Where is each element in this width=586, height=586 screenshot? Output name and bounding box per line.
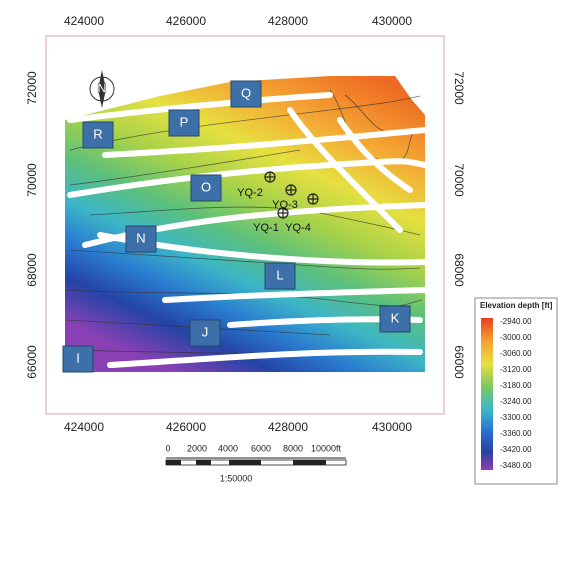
north-label: N: [97, 80, 106, 95]
well-label: YQ-2: [237, 187, 263, 199]
well-label: YQ-4: [285, 222, 311, 234]
y-tick-label: 70000: [452, 163, 466, 197]
block-box: [264, 262, 296, 290]
scale-label: 6000: [251, 443, 271, 453]
x-tick-label: 428000: [268, 14, 308, 28]
legend-label: -3420.00: [500, 445, 532, 454]
scale-ratio: 1:50000: [220, 473, 253, 483]
block-box: [82, 121, 114, 149]
block-label: J: [202, 324, 209, 339]
block-box: [190, 174, 222, 202]
block-box: [379, 305, 411, 333]
scale-label: 10000ft: [311, 443, 342, 453]
well-label: YQ-3: [272, 199, 298, 211]
legend-label: -3000.00: [500, 333, 532, 342]
block-box: [230, 80, 262, 108]
scale-bar: [165, 457, 347, 466]
scale-label: 8000: [283, 443, 303, 453]
x-tick-label: 424000: [64, 420, 104, 434]
block-label: K: [391, 310, 400, 325]
block-label: I: [76, 350, 80, 365]
legend-label: -3120.00: [500, 365, 532, 374]
y-tick-label: 70000: [25, 163, 39, 197]
legend-label: -3060.00: [500, 349, 532, 358]
block-label: Q: [241, 85, 251, 100]
y-tick-label: 68000: [25, 253, 39, 287]
y-tick-label: 72000: [25, 71, 39, 105]
y-tick-label: 72000: [452, 71, 466, 105]
legend-colorbar: [481, 318, 493, 470]
legend-label: -3180.00: [500, 381, 532, 390]
x-tick-label: 430000: [372, 14, 412, 28]
y-tick-label: 68000: [452, 253, 466, 287]
legend-label: -3480.00: [500, 461, 532, 470]
x-tick-label: 426000: [166, 14, 206, 28]
block-label: P: [180, 114, 189, 129]
block-label: R: [93, 126, 102, 141]
north-arrow: N: [89, 70, 115, 108]
y-tick-label: 66000: [452, 345, 466, 379]
block-box: [62, 345, 94, 373]
y-tick-label: 66000: [25, 345, 39, 379]
x-tick-label: 424000: [64, 14, 104, 28]
block-label: O: [201, 179, 211, 194]
x-tick-label: 426000: [166, 420, 206, 434]
legend-label: -2940.00: [500, 317, 532, 326]
scale-label: 0: [165, 443, 170, 453]
legend-label: -3240.00: [500, 397, 532, 406]
scale-label: 2000: [187, 443, 207, 453]
well-symbols: [264, 171, 319, 219]
legend-label: -3360.00: [500, 429, 532, 438]
scale-label: 4000: [218, 443, 238, 453]
block-box: [125, 225, 157, 253]
block-label: N: [136, 230, 145, 245]
block-box: [189, 319, 221, 347]
legend-title: Elevation depth [ft]: [480, 301, 553, 310]
x-tick-label: 428000: [268, 420, 308, 434]
block-box: [168, 109, 200, 137]
legend-label: -3300.00: [500, 413, 532, 422]
x-tick-label: 430000: [372, 420, 412, 434]
block-label: L: [276, 267, 283, 282]
well-label: YQ-1: [253, 222, 279, 234]
